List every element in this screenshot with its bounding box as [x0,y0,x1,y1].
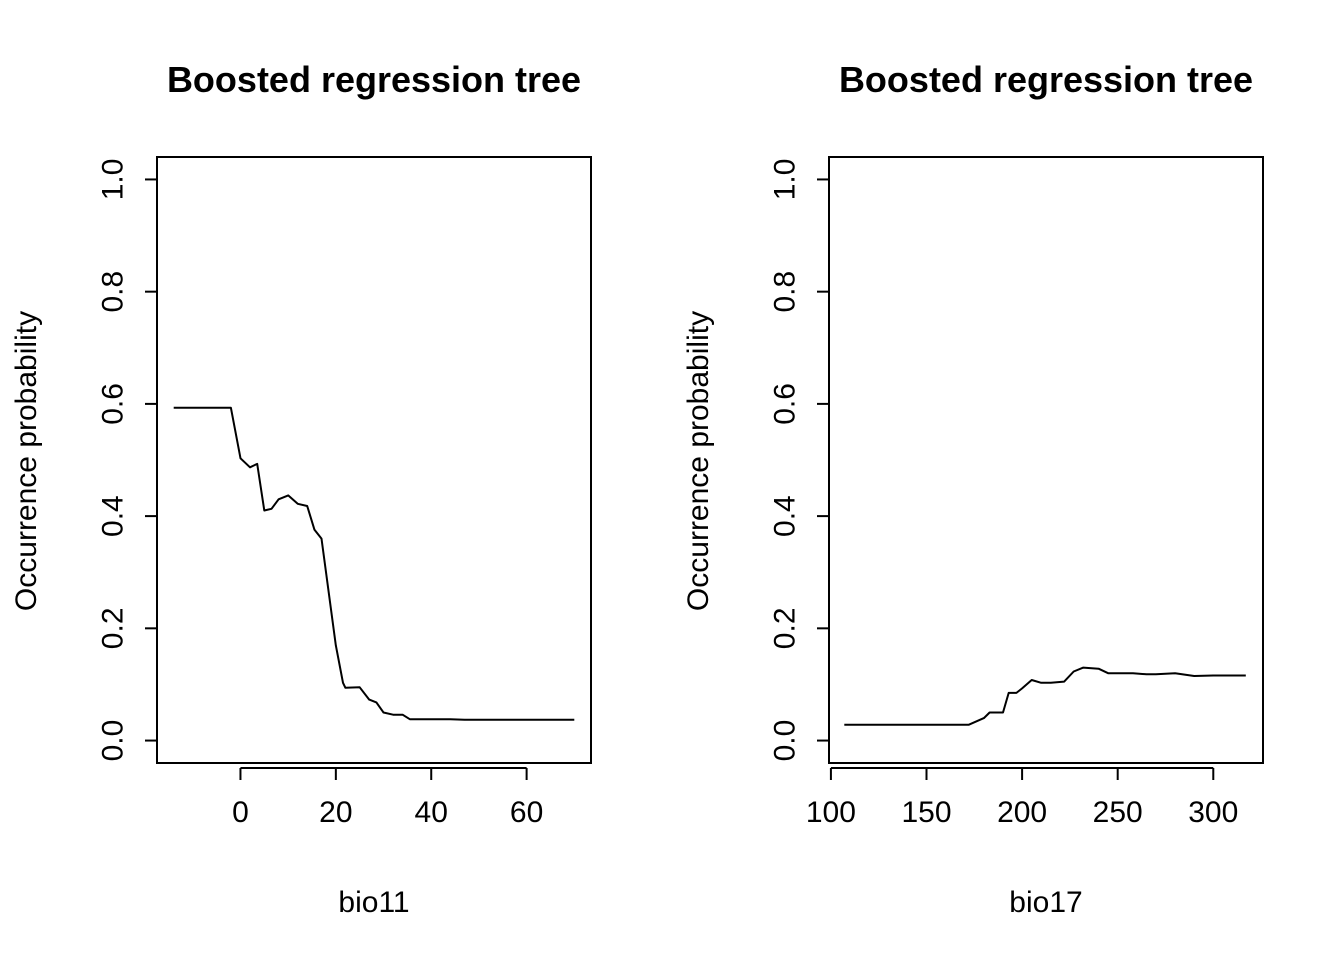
chart-title: Boosted regression tree [167,59,581,100]
chart-title: Boosted regression tree [839,59,1253,100]
y-axis-label: Occurrence probability [10,311,43,611]
x-tick-label: 0 [232,796,249,829]
x-tick-label: 150 [901,796,951,829]
y-tick-label: 0.2 [769,607,802,649]
y-tick-label: 0.2 [97,607,130,649]
y-tick-label: 0.4 [97,495,130,537]
y-axis: 0.0 0.2 0.4 0.6 0.8 1.0 [97,159,158,762]
x-axis-label: bio11 [338,886,409,919]
y-tick-label: 0.8 [97,271,130,313]
x-tick-label: 40 [415,796,448,829]
x-axis-label: bio17 [1009,886,1082,919]
y-tick-label: 0.6 [97,383,130,425]
y-tick-label: 0.6 [769,383,802,425]
x-tick-label: 200 [997,796,1047,829]
x-tick-label: 300 [1188,796,1238,829]
x-axis: 100 150 200 250 300 [806,767,1238,829]
y-tick-label: 1.0 [97,159,130,201]
y-tick-label: 0.4 [769,495,802,537]
y-tick-label: 0.0 [97,720,130,762]
chart-panel-bio11: Boosted regression tree Occurrence proba… [10,59,592,919]
x-tick-label: 250 [1093,796,1143,829]
chart-panel-bio17: Boosted regression tree Occurrence proba… [682,59,1264,919]
x-tick-label: 20 [319,796,352,829]
y-tick-label: 0.0 [769,720,802,762]
x-tick-label: 60 [510,796,543,829]
response-curve-line [844,666,1246,726]
y-tick-label: 1.0 [769,159,802,201]
x-axis: 0 20 40 60 [232,767,543,829]
x-tick-label: 100 [806,796,856,829]
plot-frame [828,156,1264,764]
y-tick-label: 0.8 [769,271,802,313]
y-axis: 0.0 0.2 0.4 0.6 0.8 1.0 [769,159,830,762]
y-axis-label: Occurrence probability [682,311,715,611]
plot-frame [156,156,592,764]
response-curve-line [173,406,575,721]
